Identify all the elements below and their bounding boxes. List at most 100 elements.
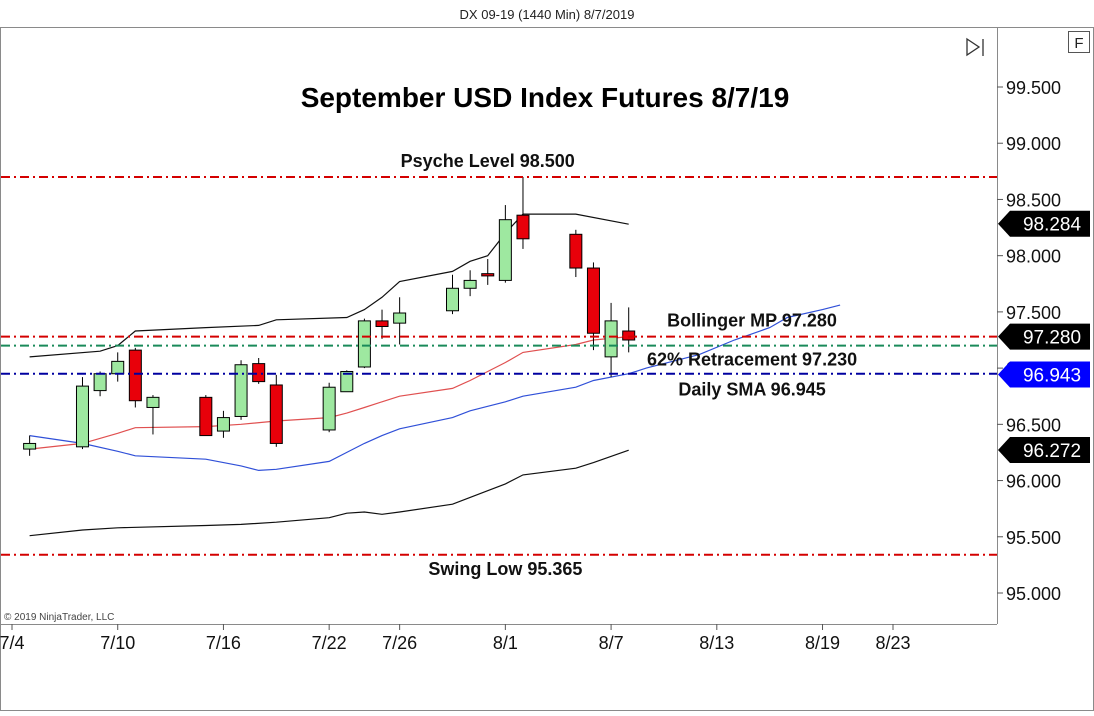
bollinger-lower-line [29, 449, 629, 537]
psyche-level-label: Psyche Level 98.500 [401, 151, 575, 171]
candle-down[interactable] [252, 357, 266, 384]
x-tick-label: 7/4 [0, 633, 25, 653]
x-tick-label: 7/26 [382, 633, 417, 653]
candle-up[interactable] [234, 360, 248, 420]
candle-body [481, 273, 495, 277]
candle-up[interactable] [340, 370, 354, 393]
x-tick-label: 8/13 [699, 633, 734, 653]
candle-body [604, 320, 618, 358]
window-header-title: DX 09-19 (1440 Min) 8/7/2019 [460, 7, 635, 22]
chart-title: September USD Index Futures 8/7/19 [301, 82, 790, 113]
x-tick-label: 8/7 [599, 633, 624, 653]
copyright-text: © 2019 NinjaTrader, LLC [4, 612, 114, 623]
y-tick-label: 99.500 [1006, 78, 1061, 98]
price-marker: 98.284 [998, 210, 1090, 237]
candle-up[interactable] [498, 205, 512, 283]
price-marker-tag [998, 323, 1090, 350]
candle-body [75, 385, 89, 448]
x-tick-label: 8/19 [805, 633, 840, 653]
y-tick-label: 96.500 [1006, 415, 1061, 435]
x-tick-label: 8/23 [875, 633, 910, 653]
panel-toggle-button[interactable]: F [1068, 31, 1090, 53]
swing-low-label: Swing Low 95.365 [428, 559, 582, 579]
candle-body [375, 320, 389, 328]
bollinger-middle-line [29, 336, 629, 450]
horizontal-levels [1, 175, 997, 556]
candle-up[interactable] [357, 318, 371, 369]
candle-body [393, 312, 407, 324]
candle-up[interactable] [23, 435, 37, 456]
candle-body [146, 396, 160, 408]
x-tick-label: 7/22 [312, 633, 347, 653]
candle-up[interactable] [146, 395, 160, 435]
y-tick-label: 96.000 [1006, 472, 1061, 492]
candle-up[interactable] [604, 302, 618, 378]
candle-down[interactable] [481, 259, 495, 285]
y-tick-label: 98.000 [1006, 247, 1061, 267]
price-marker-tag [998, 361, 1090, 388]
candle-up[interactable] [463, 270, 477, 297]
price-marker: 97.280 [998, 323, 1090, 350]
price-marker-tag [998, 210, 1090, 237]
price-marker-tag [998, 436, 1090, 463]
bollinger-mp-label: Bollinger MP 97.280 [667, 311, 837, 331]
candle-body [586, 267, 600, 334]
candle-body [234, 364, 248, 417]
y-tick-label: 99.000 [1006, 134, 1061, 154]
candle-body [269, 384, 283, 444]
candle-body [322, 386, 336, 431]
price-marker: 96.943 [998, 361, 1090, 388]
candle-body [622, 330, 636, 341]
candle-body [357, 320, 371, 368]
candle-body [111, 360, 125, 375]
candle-up[interactable] [111, 352, 125, 382]
candle-body [498, 219, 512, 281]
price-marker: 96.272 [998, 436, 1090, 463]
candle-up[interactable] [216, 410, 230, 438]
y-tick-label: 98.500 [1006, 190, 1061, 210]
price-marker-label: 96.272 [1023, 441, 1081, 462]
candle-body [252, 363, 266, 383]
x-axis-ticks: 7/4 7/10 7/16 7/22 7/26 8/1 8/7 8/13 8/19 8/23 [0, 624, 911, 653]
candle-up[interactable] [393, 297, 407, 345]
y-axis-ticks: 95.00095.50096.00096.50097.00097.50098.0… [997, 78, 1061, 604]
candle-down[interactable] [375, 309, 389, 339]
price-marker-label: 97.280 [1023, 328, 1081, 349]
daily-sma-line [29, 304, 841, 472]
candle-body [446, 287, 459, 312]
candle-body [93, 373, 107, 392]
y-tick-label: 97.500 [1006, 303, 1061, 323]
price-marker-label: 96.943 [1023, 366, 1081, 387]
x-tick-label: 7/16 [206, 633, 241, 653]
panel-toggle-label: F [1074, 35, 1083, 52]
x-tick-label: 8/1 [493, 633, 518, 653]
y-tick-label: 95.000 [1006, 584, 1061, 604]
price-marker-label: 98.284 [1023, 215, 1082, 236]
candle-body [340, 370, 354, 393]
candle-up[interactable] [322, 382, 336, 433]
candle-body [569, 233, 583, 269]
candle-body [199, 396, 213, 437]
x-tick-label: 7/10 [100, 633, 135, 653]
chart-border [0, 27, 1094, 711]
scroll-to-end-icon[interactable] [966, 37, 984, 57]
candle-down[interactable] [516, 176, 530, 249]
candle-down[interactable] [586, 262, 600, 351]
level-labels: Psyche Level 98.500 Bollinger MP 97.280 62… [401, 151, 857, 579]
candle-body [23, 442, 37, 450]
candle-down[interactable] [569, 229, 583, 278]
candle-up[interactable] [75, 377, 89, 450]
candle-up[interactable] [446, 274, 459, 315]
candle-down[interactable] [128, 347, 142, 408]
candle-down[interactable] [269, 374, 283, 447]
retracement-label: 62% Retracement 97.230 [647, 350, 857, 370]
candle-body [128, 349, 142, 402]
candle-body [463, 279, 477, 289]
candlestick-series[interactable] [23, 176, 636, 456]
candle-body [516, 214, 530, 240]
candle-down[interactable] [199, 395, 213, 437]
candle-body [216, 417, 230, 432]
price-markers: 98.284 97.280 96.943 96.272 [998, 210, 1090, 463]
